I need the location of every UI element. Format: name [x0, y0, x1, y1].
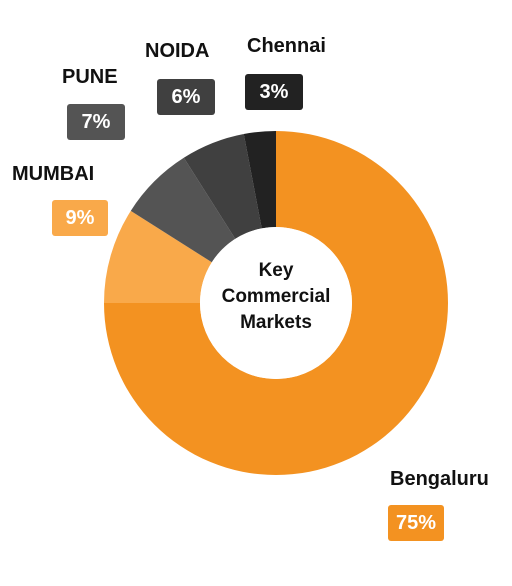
slice-noida: [183, 134, 262, 239]
slice-label-bengaluru: Bengaluru: [390, 468, 489, 490]
slice-pune: [130, 157, 236, 263]
chart-title-line-2: Commercial: [221, 286, 331, 307]
slice-bengaluru: [104, 131, 448, 475]
slice-label-chennai: Chennai: [247, 35, 326, 57]
pct-badge-pune: 7%: [67, 104, 125, 140]
slice-label-pune: PUNE: [62, 66, 118, 88]
pct-badge-noida: 6%: [157, 79, 215, 115]
pct-badge-bengaluru: 75%: [388, 505, 444, 541]
pct-badge-mumbai: 9%: [52, 200, 108, 236]
donut-hole: [200, 227, 352, 379]
chart-title-line-3: Markets: [240, 312, 312, 333]
slice-label-mumbai: MUMBAI: [12, 163, 95, 185]
slice-label-noida: NOIDA: [145, 40, 210, 62]
slice-chennai: [243, 131, 276, 229]
slice-mumbai: [104, 210, 212, 303]
chart-title: Key Commercial Markets: [196, 258, 356, 336]
pct-badge-chennai: 3%: [245, 74, 303, 110]
chart-title-line-1: Key: [258, 260, 294, 281]
